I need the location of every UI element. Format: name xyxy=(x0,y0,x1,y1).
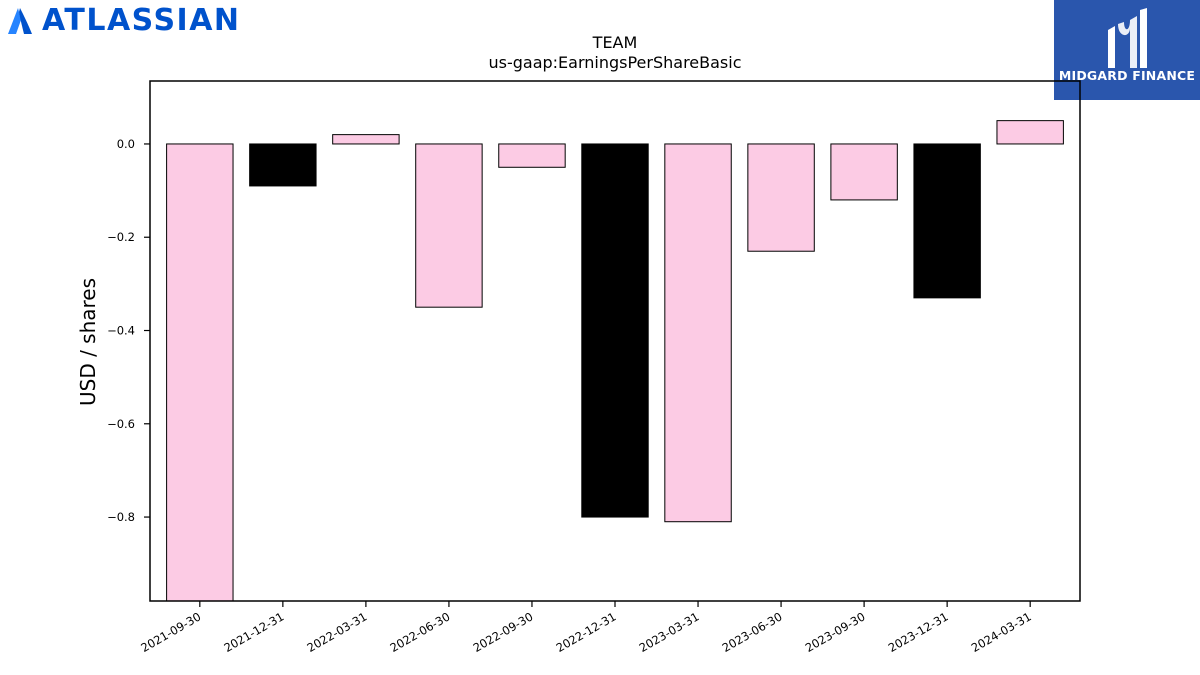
x-tick-label: 2022-03-31 xyxy=(305,609,370,655)
x-tick-label: 2024-03-31 xyxy=(969,609,1034,655)
bar-2022-03-31 xyxy=(332,134,400,145)
y-axis-label: USD / shares xyxy=(76,278,100,406)
plot-frame xyxy=(149,80,1081,602)
bar-2022-06-30 xyxy=(415,143,483,308)
y-tick-label: −0.2 xyxy=(107,230,135,244)
bar-2021-09-30 xyxy=(166,143,234,602)
bar-2023-12-31 xyxy=(913,143,981,299)
chart-subtitle: us-gaap:EarningsPerShareBasic xyxy=(488,53,741,72)
chart-title: TEAM xyxy=(592,33,638,52)
bar-2023-03-31 xyxy=(664,143,732,523)
atlassian-logo-text: ATLASSIAN xyxy=(42,3,241,38)
bar-2022-09-30 xyxy=(498,143,566,168)
bar-2023-06-30 xyxy=(747,143,815,252)
bar-2023-09-30 xyxy=(830,143,898,201)
x-tick-label: 2021-09-30 xyxy=(138,609,203,655)
x-tick-label: 2021-12-31 xyxy=(221,609,286,655)
x-tick-label: 2023-03-31 xyxy=(637,609,702,655)
bar-2021-12-31 xyxy=(249,143,317,187)
bars-layer xyxy=(166,120,1064,602)
axes-layer: 2021-09-30 2021-12-31 2022-03-31 2022-06-30… xyxy=(107,137,1034,655)
y-tick-label: 0.0 xyxy=(117,137,135,151)
x-tick-label: 2022-12-31 xyxy=(554,609,619,655)
y-tick-label: −0.8 xyxy=(107,510,135,524)
x-tick-label: 2023-06-30 xyxy=(720,609,785,655)
atlassian-logo: ATLASSIAN xyxy=(4,4,241,38)
midgard-mark-icon xyxy=(1108,8,1147,68)
y-tick-label: −0.4 xyxy=(107,324,135,338)
y-tick-label: −0.6 xyxy=(107,417,135,431)
x-tick-label: 2022-09-30 xyxy=(471,609,536,655)
bar-2022-12-31 xyxy=(581,143,649,518)
x-tick-label: 2022-06-30 xyxy=(388,609,453,655)
atlassian-triangle-icon xyxy=(8,8,32,34)
midgard-finance-logo: MIDGARD FINANCE xyxy=(1054,0,1200,100)
bar-2024-03-31 xyxy=(996,120,1064,145)
x-tick-label: 2023-12-31 xyxy=(886,609,951,655)
midgard-logo-text: MIDGARD FINANCE xyxy=(1058,68,1196,83)
x-tick-label: 2023-09-30 xyxy=(803,609,868,655)
